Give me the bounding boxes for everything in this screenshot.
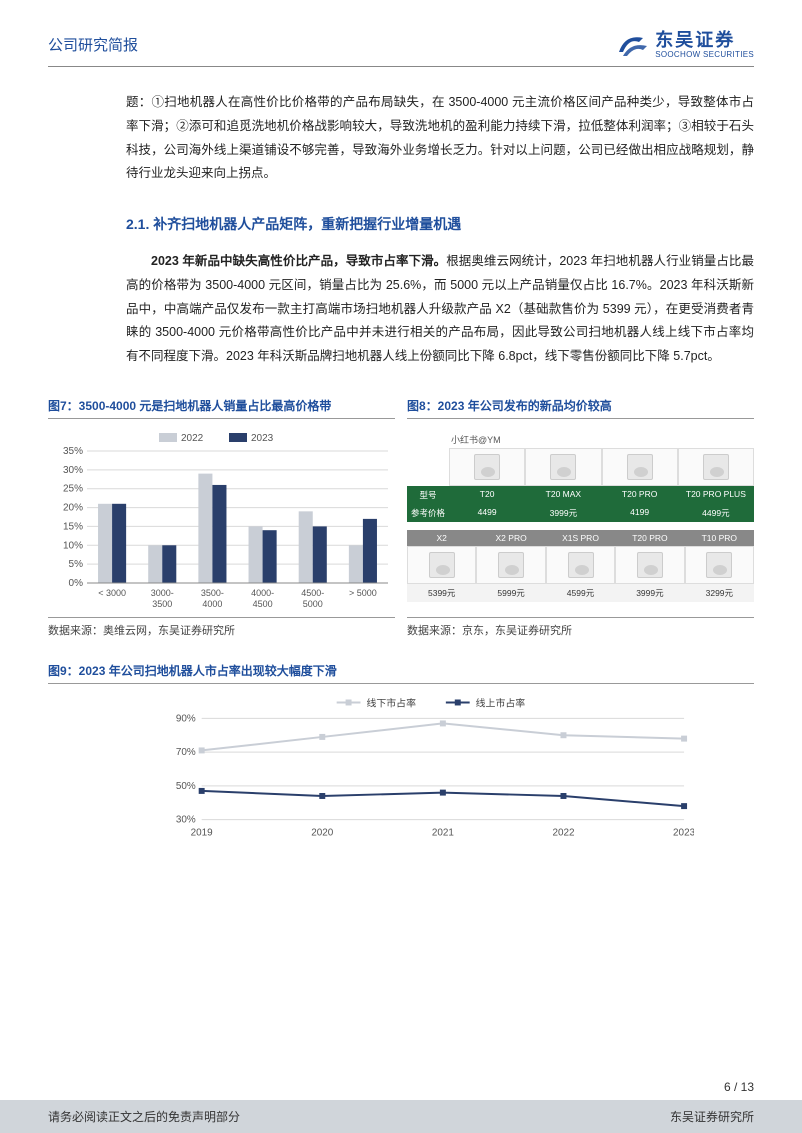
svg-text:线下市占率: 线下市占率 (366, 696, 416, 709)
product-img (449, 448, 525, 486)
price-cell: 4499元 (678, 504, 754, 522)
svg-text:15%: 15% (63, 521, 83, 532)
svg-text:< 3000: < 3000 (98, 588, 126, 598)
model-cell: T20 MAX (525, 486, 601, 504)
product-img (476, 546, 545, 584)
row1-label-model: 型号 (407, 486, 449, 504)
model-cell: T10 PRO (685, 530, 754, 546)
svg-text:10%: 10% (63, 540, 83, 551)
svg-text:4000: 4000 (202, 599, 222, 609)
svg-text:5000: 5000 (303, 599, 323, 609)
figures-row-1: 图7：3500-4000 元是扫地机器人销量占比最高价格带 0% 5% 10% 15%… (48, 397, 754, 656)
logo-en: SOOCHOW SECURITIES (655, 51, 754, 60)
product-img (685, 546, 754, 584)
model-cell: T20 PRO PLUS (678, 486, 754, 504)
section-heading: 2.1. 补齐扫地机器人产品矩阵，重新把握行业增量机遇 (48, 214, 754, 234)
model-cell: X2 (407, 530, 476, 546)
disclaimer: 请务必阅读正文之后的免责声明部分 (48, 1108, 240, 1125)
price-cell: 4499 (449, 504, 525, 522)
svg-text:2019: 2019 (191, 827, 214, 838)
product-img (546, 546, 615, 584)
svg-text:2023: 2023 (251, 433, 274, 444)
page-header: 公司研究简报 东吴证券 SOOCHOW SECURITIES (48, 30, 754, 67)
svg-text:5%: 5% (69, 559, 84, 570)
price-cell: 5999元 (476, 584, 545, 602)
svg-text:35%: 35% (63, 446, 83, 457)
fig8-body: 小红书@YM 型号 T20T20 MAXT20 PROT20 PRO PLUS … (407, 427, 754, 617)
svg-text:> 5000: > 5000 (349, 588, 377, 598)
model-cell: X2 PRO (476, 530, 545, 546)
model-cell: T20 (449, 486, 525, 504)
svg-text:90%: 90% (176, 713, 196, 724)
product-img (407, 546, 476, 584)
model-cell: T20 PRO (602, 486, 678, 504)
logo-icon (615, 30, 649, 60)
svg-text:0%: 0% (69, 578, 84, 589)
institute: 东吴证券研究所 (670, 1108, 754, 1125)
fig7-title: 图7：3500-4000 元是扫地机器人销量占比最高价格带 (48, 397, 395, 419)
svg-text:4500: 4500 (253, 599, 273, 609)
fig8-row2-models: X2X2 PROX1S PROT20 PROT10 PRO (407, 530, 754, 546)
svg-text:25%: 25% (63, 483, 83, 494)
price-cell: 4199 (602, 504, 678, 522)
fig8-row1-models: 型号 T20T20 MAXT20 PROT20 PRO PLUS (407, 486, 754, 504)
fig7-source: 数据来源：奥维云网，东吴证券研究所 (48, 617, 395, 638)
svg-text:4000-: 4000- (251, 588, 274, 598)
svg-text:2022: 2022 (552, 827, 575, 838)
svg-text:2023: 2023 (673, 827, 694, 838)
fig8-row1-imgs (449, 448, 754, 486)
svg-text:3000-: 3000- (151, 588, 174, 598)
fig8-row1-prices: 参考价格 44993999元41994499元 (407, 504, 754, 522)
model-cell: X1S PRO (546, 530, 615, 546)
fig7-chart: 0% 5% 10% 15% 20% 25% 30% 35% 2022 2023 < 3000 3000… (48, 427, 395, 617)
fig9-chart: 30% 50% 70% 90% 线下市占率 线上市占率 2019 2020 2021 2022 20… (48, 692, 754, 842)
fig8: 图8：2023 年公司发布的新品均价较高 小红书@YM 型号 T20T20 MA… (407, 397, 754, 656)
fig9: 图9：2023 年公司扫地机器人市占率出现较大幅度下滑 30% 50% 70% 90%… (48, 662, 754, 842)
xhs-tag: 小红书@YM (407, 433, 754, 446)
fig8-row2-prices: 5399元5999元4599元3999元3299元 (407, 584, 754, 602)
svg-text:20%: 20% (63, 502, 83, 513)
price-cell: 4599元 (546, 584, 615, 602)
page-footer: 6 / 13 请务必阅读正文之后的免责声明部分 东吴证券研究所 (0, 1080, 802, 1133)
price-cell: 3999元 (525, 504, 601, 522)
svg-text:2020: 2020 (311, 827, 334, 838)
svg-text:30%: 30% (63, 465, 83, 476)
model-cell: T20 PRO (615, 530, 684, 546)
row1-label-price: 参考价格 (407, 504, 449, 522)
svg-text:3500-: 3500- (201, 588, 224, 598)
product-img (678, 448, 754, 486)
svg-text:线上市占率: 线上市占率 (476, 696, 526, 709)
body-para-2: 2023 年新品中缺失高性价比产品，导致市占率下滑。根据奥维云网统计，2023 … (48, 250, 754, 369)
product-img (525, 448, 601, 486)
fig8-source: 数据来源：京东，东吴证券研究所 (407, 617, 754, 638)
svg-text:4500-: 4500- (301, 588, 324, 598)
price-cell: 3999元 (615, 584, 684, 602)
fig8-row2-imgs (407, 546, 754, 584)
fig7: 图7：3500-4000 元是扫地机器人销量占比最高价格带 0% 5% 10% 15%… (48, 397, 395, 656)
brand-logo: 东吴证券 SOOCHOW SECURITIES (615, 30, 754, 60)
fig9-title: 图9：2023 年公司扫地机器人市占率出现较大幅度下滑 (48, 662, 754, 684)
logo-cn: 东吴证券 (655, 31, 754, 51)
svg-text:50%: 50% (176, 781, 196, 792)
svg-text:3500: 3500 (152, 599, 172, 609)
svg-text:30%: 30% (176, 814, 196, 825)
svg-text:70%: 70% (176, 747, 196, 758)
para2-lead: 2023 年新品中缺失高性价比产品，导致市占率下滑。 (151, 254, 446, 268)
para2-rest: 根据奥维云网统计，2023 年扫地机器人行业销量占比最高的价格带为 3500-4… (126, 254, 754, 363)
svg-text:2022: 2022 (181, 433, 204, 444)
product-img (602, 448, 678, 486)
product-img (615, 546, 684, 584)
svg-text:2021: 2021 (432, 827, 455, 838)
page-number: 6 / 13 (0, 1080, 802, 1100)
fig8-title: 图8：2023 年公司发布的新品均价较高 (407, 397, 754, 419)
body-para-1: 题：①扫地机器人在高性价比价格带的产品布局缺失，在 3500-4000 元主流价… (48, 91, 754, 186)
doc-type: 公司研究简报 (48, 30, 138, 55)
price-cell: 5399元 (407, 584, 476, 602)
price-cell: 3299元 (685, 584, 754, 602)
